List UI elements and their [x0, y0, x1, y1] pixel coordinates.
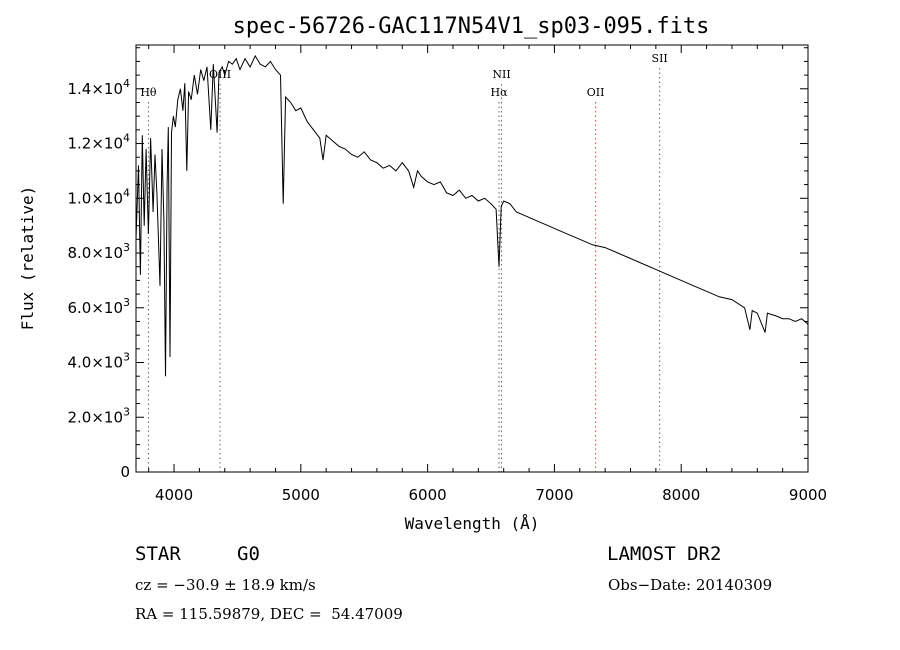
- y-axis-label: Flux (relative): [18, 186, 37, 331]
- x-tick-label: 4000: [155, 486, 193, 504]
- y-tick-label: 6.0×103: [67, 296, 130, 317]
- y-tick-label: 0: [120, 463, 130, 481]
- x-tick-label: 8000: [662, 486, 700, 504]
- redshift-velocity: cz = −30.9 ± 18.9 km/s: [135, 576, 316, 594]
- x-tick-label: 7000: [535, 486, 573, 504]
- y-tick-label: 2.0×103: [67, 405, 130, 426]
- y-tick-label: 4.0×103: [67, 351, 130, 372]
- x-tick-label: 6000: [409, 486, 447, 504]
- object-type: STAR: [135, 543, 181, 565]
- x-tick-label: 5000: [282, 486, 320, 504]
- line-marker-label: NII: [492, 68, 510, 81]
- survey-name: LAMOST DR2: [607, 543, 722, 565]
- x-axis-label: Wavelength (Å): [405, 514, 540, 533]
- line-marker-label: OII: [587, 86, 605, 99]
- chart-title: spec-56726-GAC117N54V1_sp03-095.fits: [233, 14, 710, 39]
- y-tick-label: 8.0×103: [67, 241, 130, 262]
- line-marker-label: Hα: [490, 86, 508, 99]
- plot-frame: [135, 44, 809, 473]
- y-axis: 0 2.0×103 4.0×103 6.0×103 8.0×103 1.0×104 1.2×…: [67, 47, 808, 481]
- line-marker-label: Hθ: [140, 86, 157, 99]
- x-axis: 4000 5000 6000 7000 8000 9000: [148, 45, 827, 504]
- y-tick-label: 1.4×104: [67, 77, 130, 98]
- line-marker-label: SII: [652, 52, 668, 65]
- object-subclass: G0: [237, 543, 260, 565]
- x-tick-label: 9000: [789, 486, 827, 504]
- spectrum-line: [135, 54, 809, 377]
- y-tick-label: 1.2×104: [67, 132, 130, 153]
- sky-coordinates: RA = 115.59879, DEC = 54.47009: [135, 605, 403, 623]
- observation-date: Obs−Date: 20140309: [608, 576, 773, 594]
- y-tick-label: 1.0×104: [67, 186, 130, 207]
